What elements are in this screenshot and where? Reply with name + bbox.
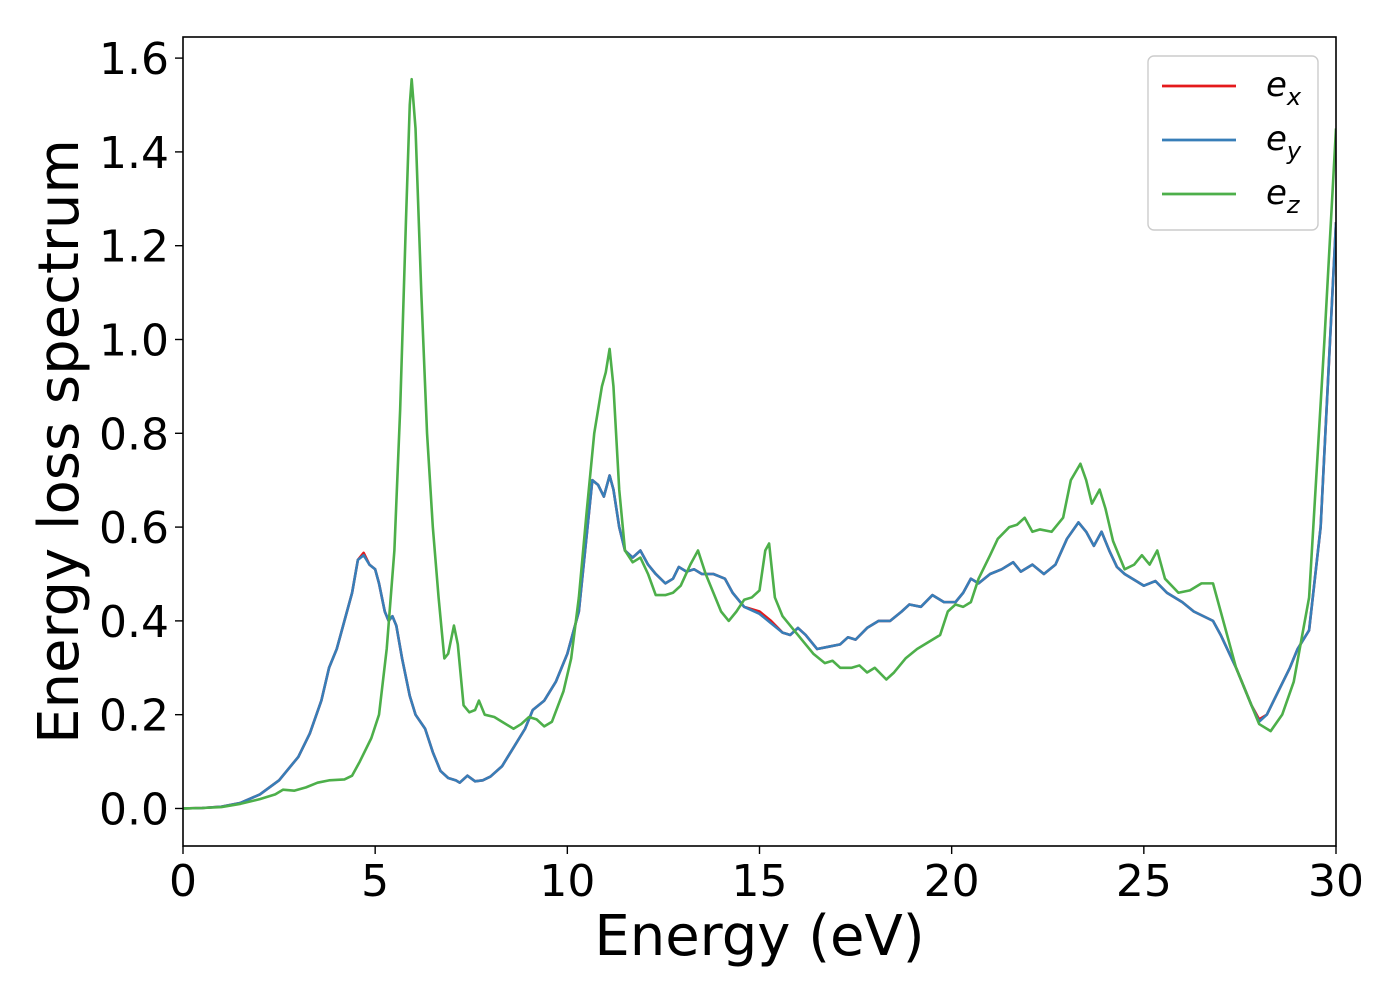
y-axis-label: Energy loss spectrum xyxy=(27,139,92,744)
x-tick-label: 5 xyxy=(361,856,389,907)
x-tick-label: 0 xyxy=(169,856,197,907)
y-tick-label: 1.6 xyxy=(99,34,169,85)
x-tick-label: 10 xyxy=(539,856,595,907)
legend: ex ey ez xyxy=(1147,55,1319,231)
y-tick-label: 0.2 xyxy=(99,691,169,742)
y-tick-label: 0.0 xyxy=(99,784,169,835)
legend-label-z: ez xyxy=(1266,173,1301,219)
series-line-x xyxy=(183,222,1336,810)
legend-label-x: ex xyxy=(1266,65,1302,111)
y-tick-label: 1.4 xyxy=(99,128,169,179)
x-axis-label: Energy (eV) xyxy=(594,904,924,969)
legend-label-y: ey xyxy=(1266,119,1302,165)
tick-layer: 0 5 10 15 20 25 30 0.0 0.2 0.4 0.6 0.8 1.0 1.2 1.4 1.6 xyxy=(99,34,1364,907)
x-tick-label: 15 xyxy=(732,856,788,907)
y-tick-label: 0.6 xyxy=(99,503,169,554)
x-tick-label: 30 xyxy=(1308,856,1364,907)
y-tick-label: 0.8 xyxy=(99,409,169,460)
series-layer xyxy=(183,77,1336,810)
series-line-y xyxy=(183,222,1336,810)
x-tick-label: 20 xyxy=(924,856,980,907)
y-tick-label: 1.2 xyxy=(99,222,169,273)
y-tick-label: 0.4 xyxy=(99,597,169,648)
y-tick-label: 1.0 xyxy=(99,315,169,366)
series-line-z xyxy=(183,77,1336,810)
x-tick-label: 25 xyxy=(1116,856,1172,907)
legend-box xyxy=(1147,55,1319,231)
